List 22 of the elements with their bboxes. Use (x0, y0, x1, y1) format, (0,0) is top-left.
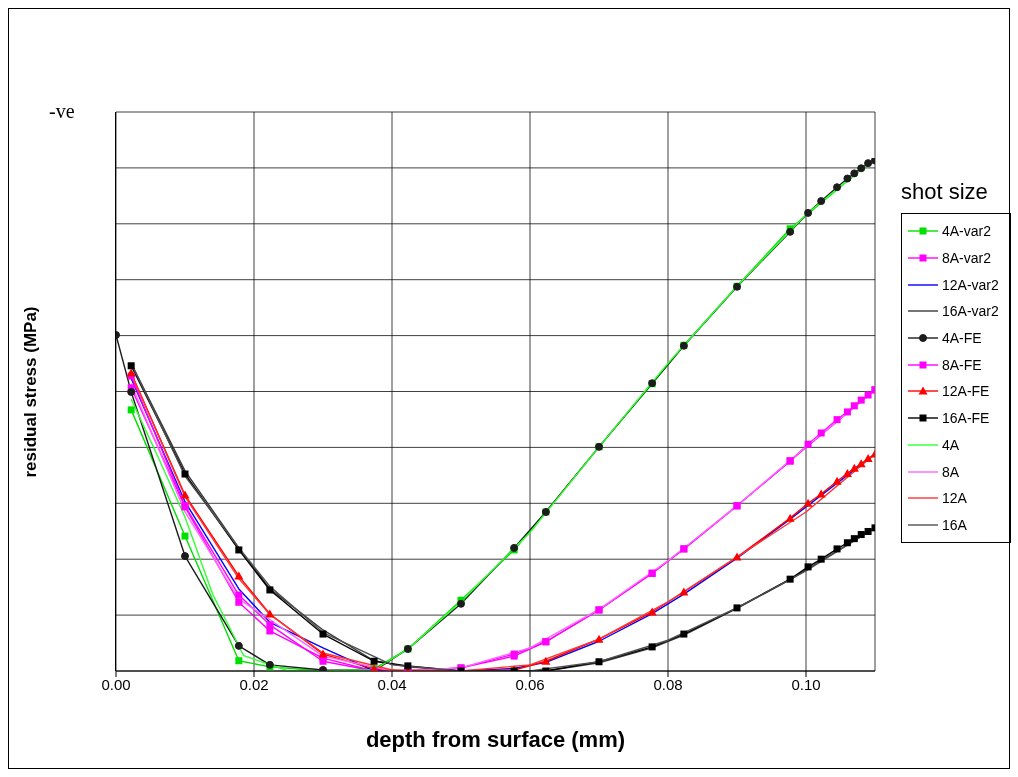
legend-label: 12A (942, 490, 967, 507)
y-axis-title: residual stress (MPa) (21, 305, 41, 478)
legend-label: 8A-var2 (942, 250, 992, 267)
text: -ve (49, 100, 75, 123)
legend-title: shot size (901, 179, 989, 205)
legend-label: 4A (942, 436, 960, 453)
legend-label: 16A (942, 516, 967, 533)
x-tick-label: 0.10 (791, 675, 821, 693)
legend-label: 16A-var2 (942, 303, 999, 320)
legend-label: 8A (942, 463, 960, 480)
legend-label: 12A-FE (942, 383, 990, 400)
legend-label: 12A-var2 (942, 276, 999, 293)
x-axis-title: depth from surface (mm) (364, 727, 627, 753)
x-tick-label: 0.04 (377, 675, 407, 693)
x-tick-label: 0.06 (515, 675, 545, 693)
legend-label: 16A-FE (942, 410, 990, 427)
x-tick-label: 0.02 (239, 675, 269, 693)
x-tick-label: 0.08 (653, 675, 683, 693)
legend-label: 4A-FE (942, 330, 982, 347)
x-tick-label: 0.00 (101, 675, 131, 693)
legend-label: 8A-FE (942, 356, 982, 373)
legend-label: 4A-var2 (942, 223, 992, 240)
